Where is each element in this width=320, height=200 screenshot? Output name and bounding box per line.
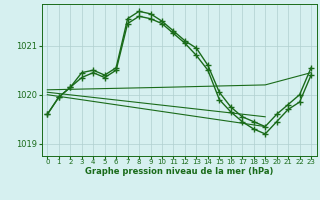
X-axis label: Graphe pression niveau de la mer (hPa): Graphe pression niveau de la mer (hPa)	[85, 167, 273, 176]
